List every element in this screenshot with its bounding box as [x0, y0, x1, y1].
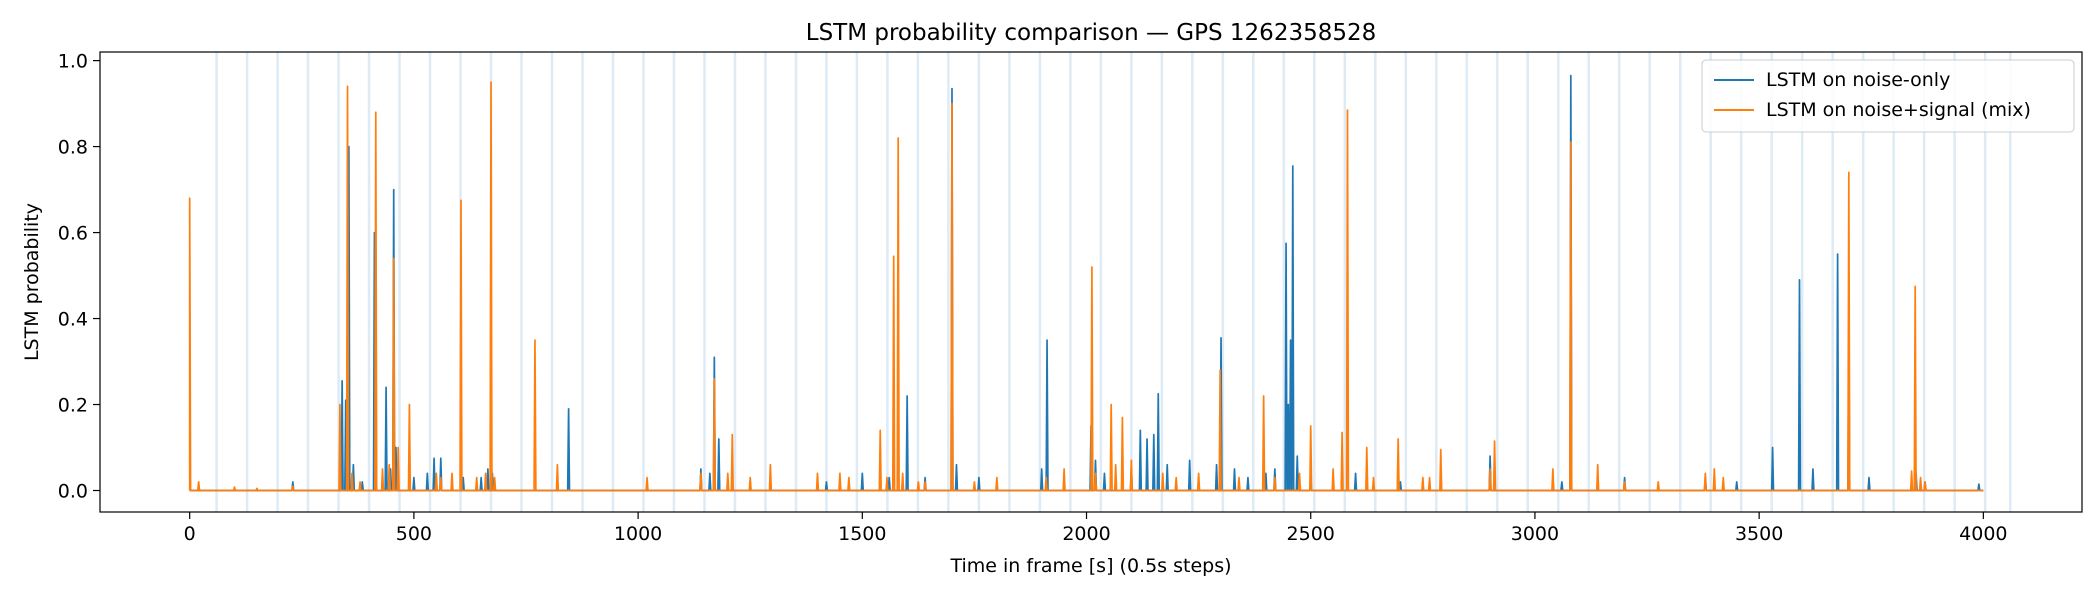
- legend: LSTM on noise-only LSTM on noise+signal …: [1701, 59, 2075, 133]
- y-tick-label-0: 0.0: [58, 481, 88, 503]
- series-layer: [188, 74, 1984, 492]
- plot-frame: [99, 51, 2083, 513]
- x-tick-label-7: 3500: [1735, 523, 1783, 545]
- x-tick-label-6: 3000: [1511, 523, 1559, 545]
- y-tick-label-1: 0.2: [58, 395, 88, 417]
- legend-box: [1701, 59, 2075, 133]
- x-tick-label-4: 2000: [1062, 523, 1110, 545]
- legend-label-noise-only: LSTM on noise-only: [1766, 69, 1950, 91]
- y-tick-label-2: 0.4: [58, 309, 88, 331]
- x-axis: 0 500 1000 1500 2000 2500 3000 3500 4000: [184, 512, 2008, 545]
- chart-title: LSTM probability comparison — GPS 126235…: [806, 20, 1377, 46]
- y-axis-label: LSTM probability: [21, 203, 43, 361]
- x-tick-label-2: 1000: [614, 523, 662, 545]
- y-axis: 0.0 0.2 0.4 0.6 0.8 1.0: [58, 51, 100, 503]
- x-tick-label-8: 4000: [1959, 523, 2007, 545]
- y-tick-label-4: 0.8: [58, 137, 88, 159]
- legend-label-mix: LSTM on noise+signal (mix): [1766, 99, 2031, 121]
- y-tick-label-5: 1.0: [58, 51, 88, 73]
- x-tick-label-5: 2500: [1287, 523, 1335, 545]
- series-line-1: [188, 81, 1984, 492]
- y-tick-label-3: 0.6: [58, 223, 88, 245]
- x-axis-label: Time in frame [s] (0.5s steps): [949, 555, 1231, 577]
- x-tick-label-0: 0: [184, 523, 196, 545]
- x-tick-label-3: 1500: [838, 523, 886, 545]
- x-tick-label-1: 500: [396, 523, 432, 545]
